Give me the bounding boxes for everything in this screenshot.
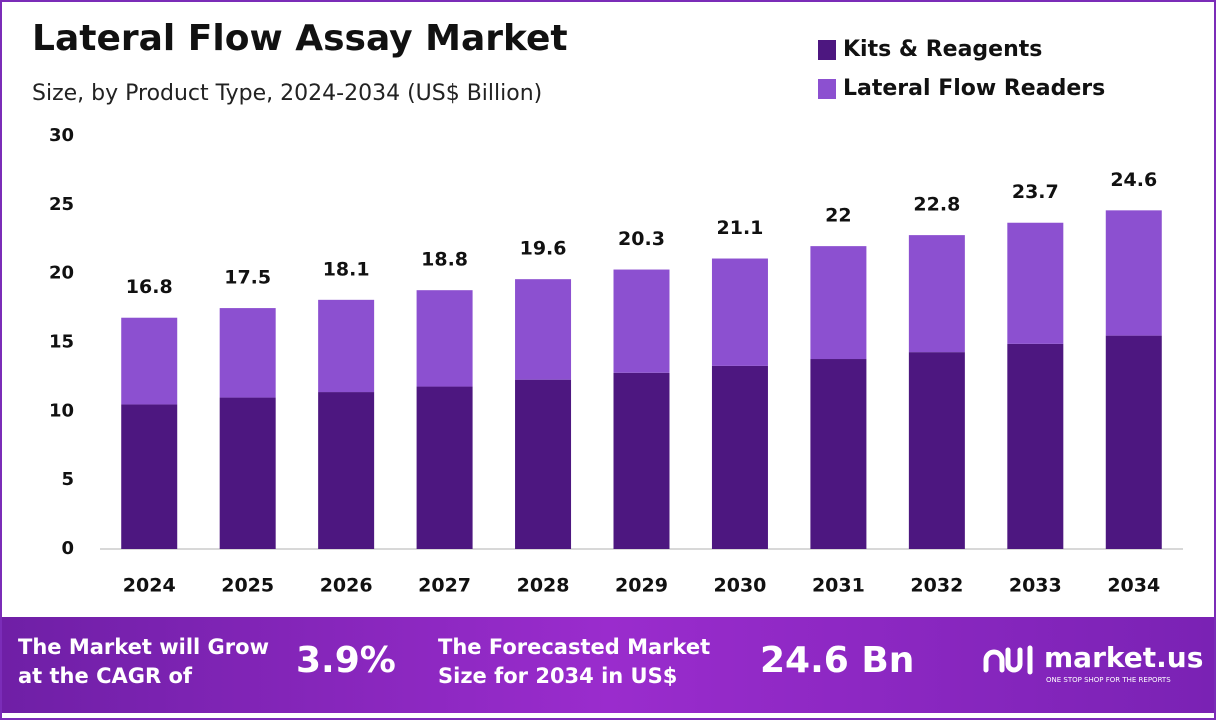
total-label: 18.1	[323, 258, 370, 280]
total-label: 16.8	[126, 276, 173, 298]
x-tick-label: 2030	[714, 575, 767, 597]
logo-icon	[983, 645, 1033, 675]
total-label: 19.6	[520, 238, 567, 260]
total-label: 20.3	[618, 228, 665, 250]
legend-label: Kits & Reagents	[843, 37, 1042, 62]
bar-segment	[515, 279, 572, 380]
chart-subtitle: Size, by Product Type, 2024-2034 (US$ Bi…	[32, 81, 542, 106]
y-tick-label: 10	[49, 400, 74, 421]
legend-label: Lateral Flow Readers	[843, 76, 1105, 101]
x-tick-label: 2031	[812, 575, 865, 597]
x-tick-label: 2029	[615, 575, 668, 597]
x-tick-label: 2026	[320, 575, 373, 597]
bar-segment	[219, 308, 276, 398]
total-label: 23.7	[1012, 181, 1059, 203]
bar-segment	[515, 379, 572, 549]
bar-segment	[711, 258, 768, 366]
y-tick-label: 5	[61, 469, 74, 490]
bar-segment	[416, 386, 473, 549]
bar-segment	[416, 290, 473, 387]
forecast-text: Size for 2034 in US$	[438, 664, 677, 688]
x-tick-label: 2024	[123, 575, 176, 597]
bar-segment	[318, 392, 375, 549]
total-label: 18.8	[421, 249, 468, 271]
plot: 05101520253016.8202417.5202518.1202618.8…	[49, 125, 1183, 597]
total-label: 21.1	[717, 217, 764, 239]
cagr-text: The Market will Grow	[18, 635, 269, 659]
x-tick-label: 2028	[517, 575, 570, 597]
bar-segment	[908, 352, 965, 549]
bar-segment	[613, 269, 670, 373]
cagr-value: 3.9%	[296, 640, 396, 681]
x-tick-label: 2032	[910, 575, 963, 597]
x-tick-label: 2027	[418, 575, 471, 597]
y-tick-label: 15	[49, 332, 74, 353]
y-tick-label: 20	[49, 263, 74, 284]
legend-swatch	[818, 40, 836, 60]
y-tick-label: 30	[49, 125, 74, 146]
bar-segment	[1007, 222, 1064, 344]
x-tick-label: 2034	[1107, 575, 1160, 597]
bar-segment	[810, 246, 867, 360]
bar-segment	[318, 299, 375, 393]
footer-band	[2, 617, 1214, 713]
bar-segment	[908, 235, 965, 353]
chart-title: Lateral Flow Assay Market	[32, 18, 568, 59]
legend-swatch	[818, 79, 836, 99]
total-label: 17.5	[224, 267, 271, 289]
bar-segment	[219, 397, 276, 549]
bar-segment	[1007, 343, 1064, 549]
x-tick-label: 2033	[1009, 575, 1062, 597]
legend: Kits & Reagents Lateral Flow Readers	[818, 37, 1105, 101]
bar-segment	[810, 359, 867, 549]
forecast-value: 24.6 Bn	[760, 640, 914, 681]
bar-segment	[711, 365, 768, 549]
total-label: 22.8	[913, 194, 960, 216]
logo-text: market.us	[1044, 641, 1203, 674]
bar-segment	[121, 317, 178, 405]
x-tick-label: 2025	[221, 575, 274, 597]
bar-segment	[121, 404, 178, 549]
total-label: 24.6	[1110, 169, 1157, 191]
bar-segment	[1105, 210, 1162, 336]
bar-segment	[613, 372, 670, 549]
total-label: 22	[825, 205, 851, 227]
cagr-text: at the CAGR of	[18, 664, 193, 688]
forecast-text: The Forecasted Market	[438, 635, 710, 659]
y-tick-label: 0	[61, 538, 74, 559]
bar-segment	[1105, 335, 1162, 549]
y-tick-label: 25	[49, 194, 74, 215]
logo-tagline: ONE STOP SHOP FOR THE REPORTS	[1046, 676, 1171, 684]
